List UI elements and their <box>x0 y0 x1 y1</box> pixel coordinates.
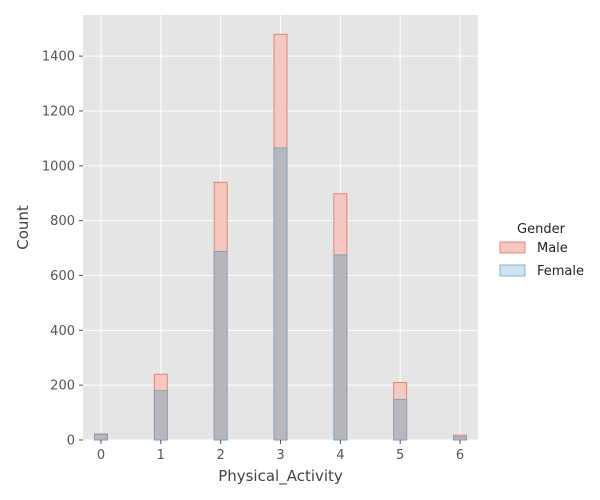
y-tick-label: 0 <box>67 434 75 449</box>
bar-female-1 <box>153 390 168 441</box>
bar-female-2 <box>213 250 228 441</box>
y-tick-label: 800 <box>50 214 75 229</box>
y-axis-title: Count <box>14 205 32 250</box>
y-tick-label: 1400 <box>42 50 75 65</box>
y-axis-ticks: 0 200 400 600 800 1000 1200 1400 <box>42 50 83 449</box>
bar-female-0 <box>94 434 108 441</box>
legend-swatch-male <box>499 241 526 254</box>
x-tick-label: 6 <box>456 448 464 463</box>
x-tick-label: 1 <box>157 448 165 463</box>
y-tick-label: 1000 <box>42 159 75 174</box>
legend: Gender Male Female <box>499 222 584 279</box>
bar-female-6 <box>453 436 467 441</box>
legend-title: Gender <box>517 222 566 237</box>
x-axis-title: Physical_Activity <box>218 467 343 486</box>
legend-label-female: Female <box>537 264 584 279</box>
legend-swatch-female <box>499 264 526 277</box>
legend-label-male: Male <box>537 241 568 256</box>
bars <box>94 33 467 441</box>
x-tick-label: 5 <box>396 448 404 463</box>
x-tick-label: 2 <box>217 448 225 463</box>
bar-female-4 <box>333 254 348 441</box>
y-tick-label: 400 <box>50 324 75 339</box>
y-tick-label: 1200 <box>42 104 75 119</box>
x-axis-ticks: 0 1 2 3 4 5 6 <box>97 440 464 463</box>
x-tick-label: 0 <box>97 448 105 463</box>
y-tick-label: 600 <box>50 269 75 284</box>
bar-female-3 <box>273 147 288 441</box>
y-tick-label: 200 <box>50 379 75 394</box>
x-tick-label: 3 <box>276 448 284 463</box>
x-tick-label: 4 <box>336 448 344 463</box>
bar-female-5 <box>393 399 408 441</box>
